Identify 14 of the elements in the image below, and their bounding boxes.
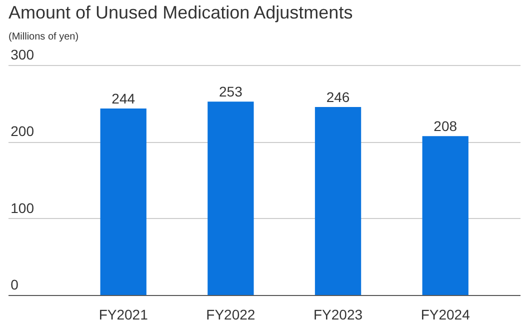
y-tick-label: 200 [10,123,34,140]
x-tick-label: FY2021 [98,306,148,322]
data-label: 208 [434,118,458,134]
chart-title: Amount of Unused Medication Adjustments [8,2,353,22]
chart-subtitle: (Millions of yen) [8,32,79,42]
y-tick-label: 0 [10,276,19,292]
data-label: 246 [326,88,350,105]
y-tick-label: 300 [10,46,34,63]
x-tick-label: FY2023 [314,306,363,322]
x-tick-label: FY2024 [420,306,470,322]
y-tick-label: 100 [10,200,34,216]
data-label: 253 [219,84,243,100]
data-label: 244 [112,90,136,107]
x-tick-label: FY2022 [206,306,256,322]
